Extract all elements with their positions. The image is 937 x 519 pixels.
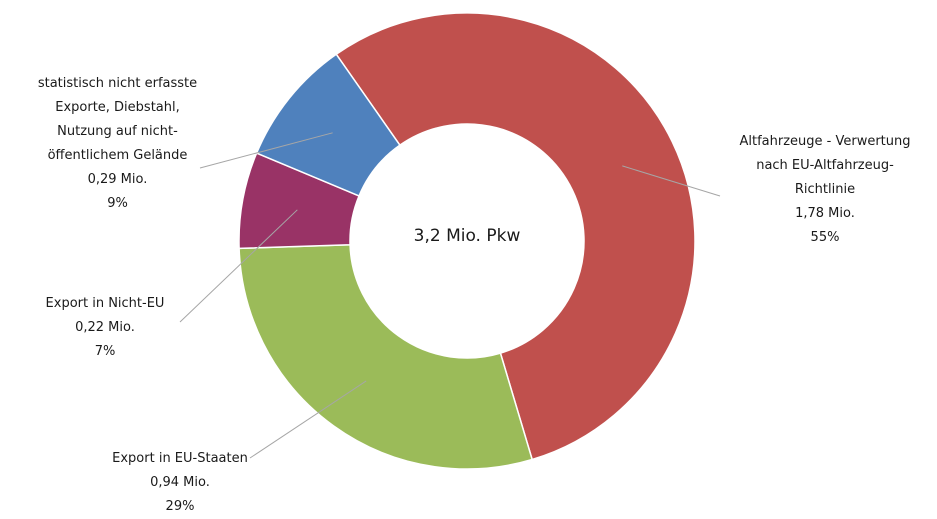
slice-label-export-eu: Export in EU-Staaten 0,94 Mio. 29% (80, 447, 280, 519)
slice-value-label: 0,22 Mio. (75, 320, 135, 335)
slice-value-label: 1,78 Mio. (795, 206, 855, 221)
slice-value-label: 0,94 Mio. (150, 475, 210, 490)
leader-line-export-eu (249, 380, 367, 459)
slice-label-export-nicht-eu: Export in Nicht-EU 0,22 Mio. 7% (20, 292, 190, 364)
slice-label-line: Export in Nicht-EU (45, 296, 165, 311)
slice-label-line: Richtlinie (794, 182, 856, 197)
leader-line-nicht-erfasst (199, 132, 333, 169)
slice-label-line: Nutzung auf nicht- (57, 124, 178, 139)
slice-label-line: Export in EU-Staaten (112, 451, 248, 466)
slice-percent-label: 29% (165, 499, 195, 514)
center-total-label: 3,2 Mio. Pkw (413, 226, 521, 246)
slice-label-line: Exporte, Diebstahl, (55, 100, 180, 115)
slice-export-eu (238, 243, 534, 470)
slice-percent-label: 9% (107, 196, 128, 211)
leader-line-altfahrzeuge (622, 165, 721, 197)
slice-label-line: öffentlichem Gelände (47, 148, 188, 163)
slice-value-label: 0,29 Mio. (87, 172, 148, 187)
slice-percent-label: 7% (94, 344, 116, 359)
slice-label-line: statistisch nicht erfasste (37, 76, 198, 91)
slice-label-altfahrzeuge: Altfahrzeuge - Verwertung nach EU-Altfah… (715, 130, 935, 250)
slice-label-line: nach EU-Altfahrzeug- (756, 158, 894, 173)
slice-label-nicht-erfasst: statistisch nicht erfasste Exporte, Dieb… (5, 72, 230, 216)
leader-line-export-nicht-eu (179, 209, 298, 323)
slice-altfahrzeuge (335, 12, 696, 461)
slice-nicht-erfasst (255, 53, 401, 197)
slice-label-line: Altfahrzeuge - Verwertung (739, 134, 911, 149)
slice-percent-label: 55% (810, 230, 840, 245)
